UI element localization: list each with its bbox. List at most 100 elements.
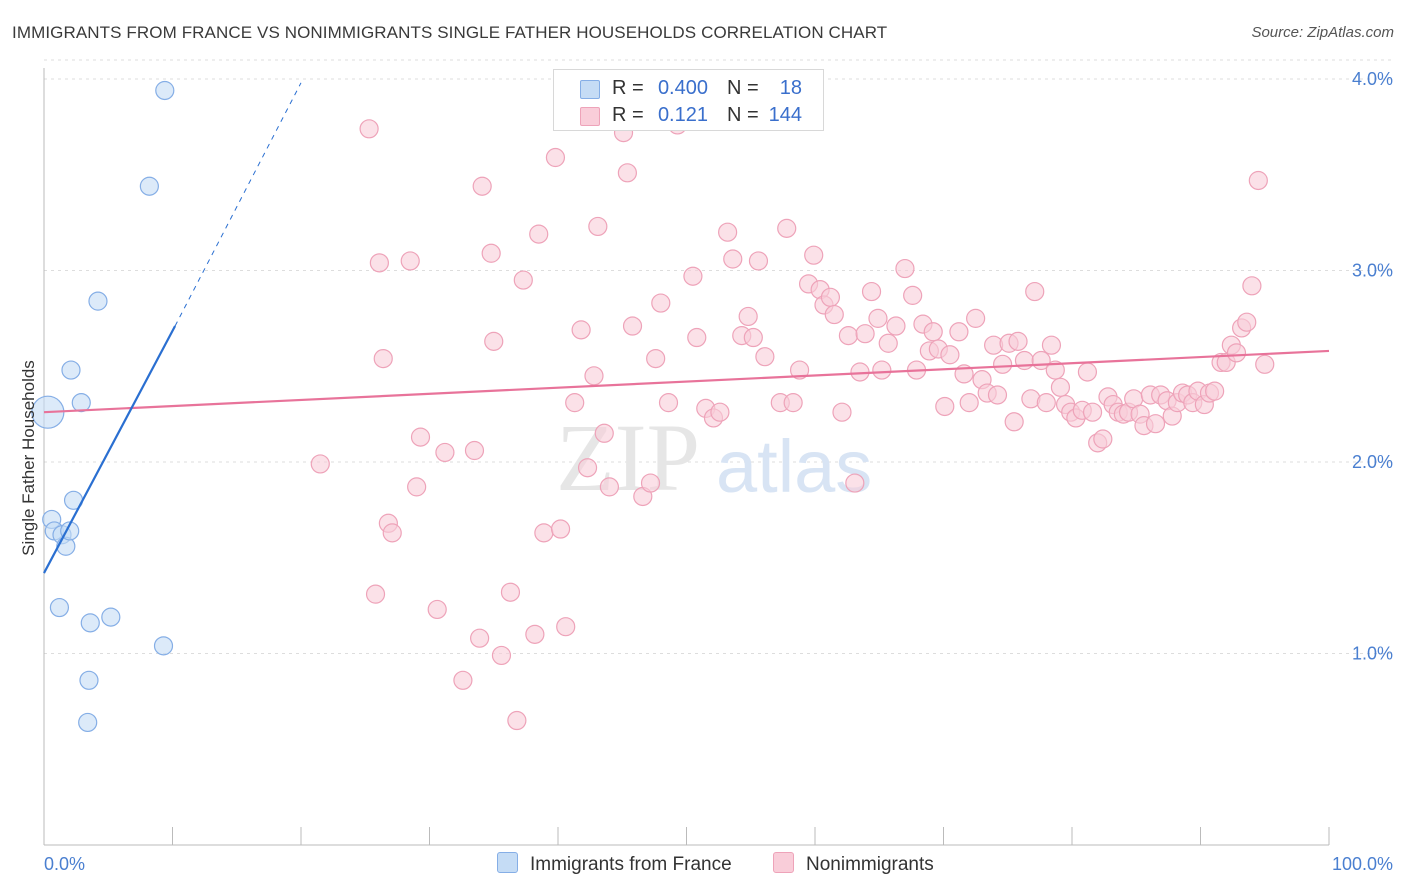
nonimmigrants-point bbox=[1025, 281, 1045, 302]
nonimmigrants-point bbox=[872, 360, 892, 380]
nonimmigrants-point bbox=[959, 393, 979, 413]
nonimmigrants-point bbox=[1077, 362, 1098, 382]
nonimmigrants-point bbox=[687, 327, 707, 348]
nonimmigrants-point bbox=[1004, 412, 1024, 432]
legend-swatch-pink bbox=[773, 852, 794, 873]
nonimmigrants-point bbox=[369, 253, 389, 273]
immigrants-point bbox=[78, 712, 98, 733]
legend-item-immigrants[interactable]: Immigrants from France bbox=[497, 852, 732, 876]
nonimmigrants-point bbox=[738, 306, 758, 327]
nonimmigrants-point bbox=[1050, 377, 1071, 397]
nonimmigrants-point bbox=[507, 710, 527, 731]
nonimmigrants-point bbox=[525, 624, 545, 644]
nonimmigrants-point bbox=[599, 477, 620, 497]
stats-row-nonimmigrants: R = 0.121 N = 144 bbox=[554, 102, 823, 128]
nonimmigrants-point bbox=[622, 316, 643, 336]
nonimmigrants-point bbox=[861, 281, 882, 302]
nonimmigrants-point bbox=[1205, 381, 1225, 401]
nonimmigrants-point bbox=[400, 251, 420, 271]
nonimmigrants-point bbox=[718, 222, 738, 242]
n-value: 18 bbox=[779, 77, 802, 99]
nonimmigrants-point bbox=[1008, 331, 1028, 351]
legend-item-nonimmigrants[interactable]: Nonimmigrants bbox=[773, 852, 934, 876]
nonimmigrants-point bbox=[534, 523, 554, 543]
nonimmigrants-point bbox=[1242, 276, 1262, 296]
nonimmigrants-point bbox=[594, 423, 614, 443]
nonimmigrants-point bbox=[427, 599, 447, 620]
nonimmigrants-point bbox=[789, 360, 810, 380]
nonimmigrants-point bbox=[723, 249, 743, 269]
nonimmigrants-point bbox=[646, 348, 666, 369]
nonimmigrants-point bbox=[935, 396, 955, 417]
nonimmigrants-point bbox=[513, 270, 533, 290]
nonimmigrants-point bbox=[491, 645, 512, 666]
nonimmigrants-point bbox=[777, 218, 797, 238]
nonimmigrants-point bbox=[1237, 312, 1257, 332]
nonimmigrants-point bbox=[949, 322, 969, 342]
nonimmigrants-point bbox=[832, 402, 852, 422]
nonimmigrants-point bbox=[407, 477, 427, 497]
chart-title: IMMIGRANTS FROM FRANCE VS NONIMMIGRANTS … bbox=[12, 23, 888, 42]
nonimmigrants-point bbox=[410, 427, 431, 447]
nonimmigrants-point bbox=[1082, 402, 1103, 422]
r-label: R = bbox=[612, 77, 644, 99]
nonimmigrants-point bbox=[359, 119, 379, 139]
x-tick-label-min: 0.0% bbox=[44, 854, 85, 874]
nonimmigrants-point bbox=[987, 385, 1008, 405]
nonimmigrants-point bbox=[640, 473, 661, 493]
immigrants-trend-extension bbox=[174, 82, 302, 327]
nonimmigrants-point bbox=[820, 287, 841, 307]
nonimmigrants-point bbox=[435, 442, 455, 463]
legend-swatch-pink bbox=[580, 107, 600, 126]
immigrants-point bbox=[101, 607, 121, 627]
nonimmigrants-point bbox=[868, 308, 888, 328]
y-tick-label: 3.0% bbox=[1352, 261, 1393, 281]
nonimmigrants-point bbox=[755, 347, 775, 367]
nonimmigrants-point bbox=[878, 333, 898, 353]
stats-row-immigrants: R = 0.400 N = 18 bbox=[554, 75, 823, 101]
watermark-zip: ZIP bbox=[556, 404, 700, 511]
nonimmigrants-point bbox=[481, 243, 501, 263]
nonimmigrants-point bbox=[1145, 414, 1166, 434]
trend-lines bbox=[43, 82, 1330, 574]
nonimmigrants-point bbox=[824, 304, 844, 325]
nonimmigrants-point bbox=[565, 393, 585, 413]
nonimmigrants-point bbox=[683, 266, 703, 286]
nonimmigrants-point bbox=[584, 366, 604, 386]
axes bbox=[43, 68, 1330, 846]
nonimmigrants-point bbox=[743, 327, 763, 348]
nonimmigrants-point bbox=[588, 216, 608, 237]
nonimmigrants-point bbox=[571, 320, 591, 340]
y-tick-label: 4.0% bbox=[1352, 69, 1393, 89]
y-tick-labels: 1.0% 2.0% 3.0% 4.0% bbox=[1352, 69, 1393, 664]
y-tick-label: 2.0% bbox=[1352, 452, 1393, 472]
nonimmigrants-point bbox=[1093, 429, 1113, 449]
immigrants-trend-line bbox=[43, 325, 177, 574]
legend-label: Immigrants from France bbox=[530, 854, 732, 875]
nonimmigrants-point bbox=[365, 584, 386, 604]
nonimmigrants-point bbox=[453, 670, 473, 690]
nonimmigrants-point bbox=[658, 393, 679, 413]
nonimmigrants-point bbox=[651, 293, 671, 313]
nonimmigrants-point bbox=[529, 224, 549, 244]
immigrants-point bbox=[88, 291, 108, 311]
immigrants-point bbox=[80, 613, 100, 633]
immigrants-points bbox=[31, 80, 175, 733]
nonimmigrants-points bbox=[310, 69, 1275, 731]
y-tick-label: 1.0% bbox=[1352, 644, 1393, 664]
nonimmigrants-point bbox=[373, 348, 393, 369]
nonimmigrants-point bbox=[783, 393, 803, 413]
nonimmigrants-point bbox=[472, 176, 492, 196]
immigrants-point bbox=[139, 176, 159, 196]
immigrants-point bbox=[61, 360, 81, 380]
nonimmigrants-point bbox=[1255, 354, 1275, 374]
r-value: 0.121 bbox=[657, 104, 708, 126]
nonimmigrants-point bbox=[993, 354, 1013, 374]
n-label: N = bbox=[727, 104, 759, 126]
n-value: 144 bbox=[768, 104, 802, 126]
immigrants-point bbox=[153, 636, 174, 656]
nonimmigrants-point bbox=[1041, 335, 1062, 355]
watermark-atlas: atlas bbox=[716, 425, 872, 508]
nonimmigrants-point bbox=[464, 440, 485, 461]
